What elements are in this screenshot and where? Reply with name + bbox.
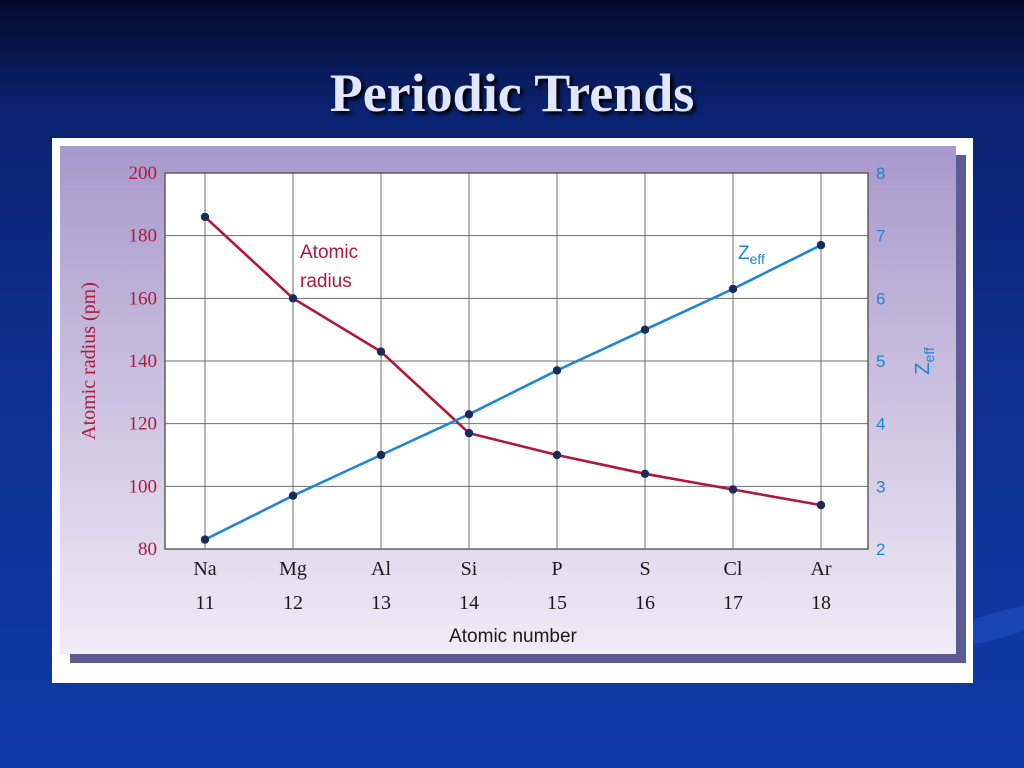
x-tick-atomic-number: 15 bbox=[547, 592, 567, 614]
x-axis-title: Atomic number bbox=[449, 626, 577, 647]
x-tick-atomic-number: 12 bbox=[283, 592, 303, 614]
x-tick-element: Mg bbox=[279, 558, 307, 580]
zeff-series-line bbox=[204, 243, 822, 541]
x-tick-atomic-number: 18 bbox=[811, 592, 831, 614]
radius-series-point bbox=[464, 428, 474, 438]
radius-series-point bbox=[200, 212, 210, 222]
plot-border bbox=[164, 172, 869, 550]
y-tick-left: 180 bbox=[129, 226, 158, 247]
y-tick-right: 6 bbox=[876, 289, 885, 308]
x-tick-element: Cl bbox=[724, 558, 743, 580]
radius-series-label-line2: radius bbox=[300, 271, 352, 292]
y-axis-right-title-main: Z bbox=[912, 363, 934, 375]
y-tick-right: 8 bbox=[876, 164, 885, 183]
y-tick-right: 5 bbox=[876, 352, 885, 371]
radius-series-point bbox=[816, 500, 826, 510]
radius-series-line bbox=[204, 215, 822, 507]
radius-series-point bbox=[552, 450, 562, 460]
x-tick-element: Ar bbox=[810, 558, 831, 580]
y-tick-left: 140 bbox=[129, 351, 158, 372]
radius-series-point bbox=[288, 294, 298, 303]
x-tick-element: Al bbox=[371, 558, 391, 580]
radius-series-label-line1: Atomic bbox=[300, 242, 358, 263]
atomic-trends-chart: 80 100 120 140 160 180 200 2 3 4 5 6 7 8 Na Mg Al Si P S Cl A… bbox=[60, 146, 966, 663]
x-tick-element: P bbox=[551, 558, 562, 580]
slide-title: Periodic Trends bbox=[329, 63, 695, 123]
x-tick-element: Si bbox=[461, 558, 478, 580]
radius-series-point bbox=[728, 485, 738, 494]
series-layer bbox=[200, 212, 826, 544]
y-tick-left: 200 bbox=[129, 163, 158, 184]
zeff-series-point bbox=[288, 491, 298, 500]
tick-labels: 80 100 120 140 160 180 200 2 3 4 5 6 7 8 Na Mg Al Si P S Cl A… bbox=[129, 163, 886, 614]
zeff-series-point bbox=[816, 240, 826, 250]
y-axis-right-title-sub: eff bbox=[921, 347, 937, 362]
zeff-series-point bbox=[640, 325, 650, 334]
zeff-series-point bbox=[552, 366, 562, 375]
zeff-series-point bbox=[376, 450, 386, 460]
zeff-series-label-main: Z bbox=[738, 243, 750, 264]
x-tick-element: Na bbox=[193, 558, 216, 580]
y-tick-left: 160 bbox=[129, 288, 158, 309]
chart-frame: 80 100 120 140 160 180 200 2 3 4 5 6 7 8 Na Mg Al Si P S Cl A… bbox=[52, 138, 973, 683]
x-tick-atomic-number: 16 bbox=[635, 592, 655, 614]
y-tick-right: 4 bbox=[876, 415, 885, 434]
x-tick-element: S bbox=[639, 558, 650, 580]
radius-series-point bbox=[640, 469, 650, 478]
y-tick-right: 2 bbox=[876, 540, 885, 559]
x-tick-atomic-number: 17 bbox=[723, 592, 743, 614]
y-tick-right: 3 bbox=[876, 477, 885, 496]
zeff-series-point bbox=[464, 410, 474, 419]
zeff-series-point bbox=[200, 535, 210, 544]
y-axis-right-title: Zeff bbox=[912, 347, 937, 375]
zeff-series-label: Zeff bbox=[738, 243, 765, 267]
radius-series-point bbox=[376, 347, 386, 356]
y-tick-left: 120 bbox=[129, 414, 158, 435]
y-tick-left: 100 bbox=[129, 476, 158, 497]
y-tick-left: 80 bbox=[138, 539, 157, 560]
zeff-series-point bbox=[728, 284, 738, 294]
x-tick-atomic-number: 11 bbox=[195, 592, 214, 614]
y-tick-right: 7 bbox=[876, 227, 885, 246]
zeff-series-label-sub: eff bbox=[750, 251, 765, 267]
x-tick-atomic-number: 14 bbox=[459, 592, 479, 614]
x-tick-atomic-number: 13 bbox=[371, 592, 391, 614]
radius-series-label: Atomic radius bbox=[300, 242, 363, 292]
y-axis-left-title: Atomic radius (pm) bbox=[78, 282, 100, 440]
